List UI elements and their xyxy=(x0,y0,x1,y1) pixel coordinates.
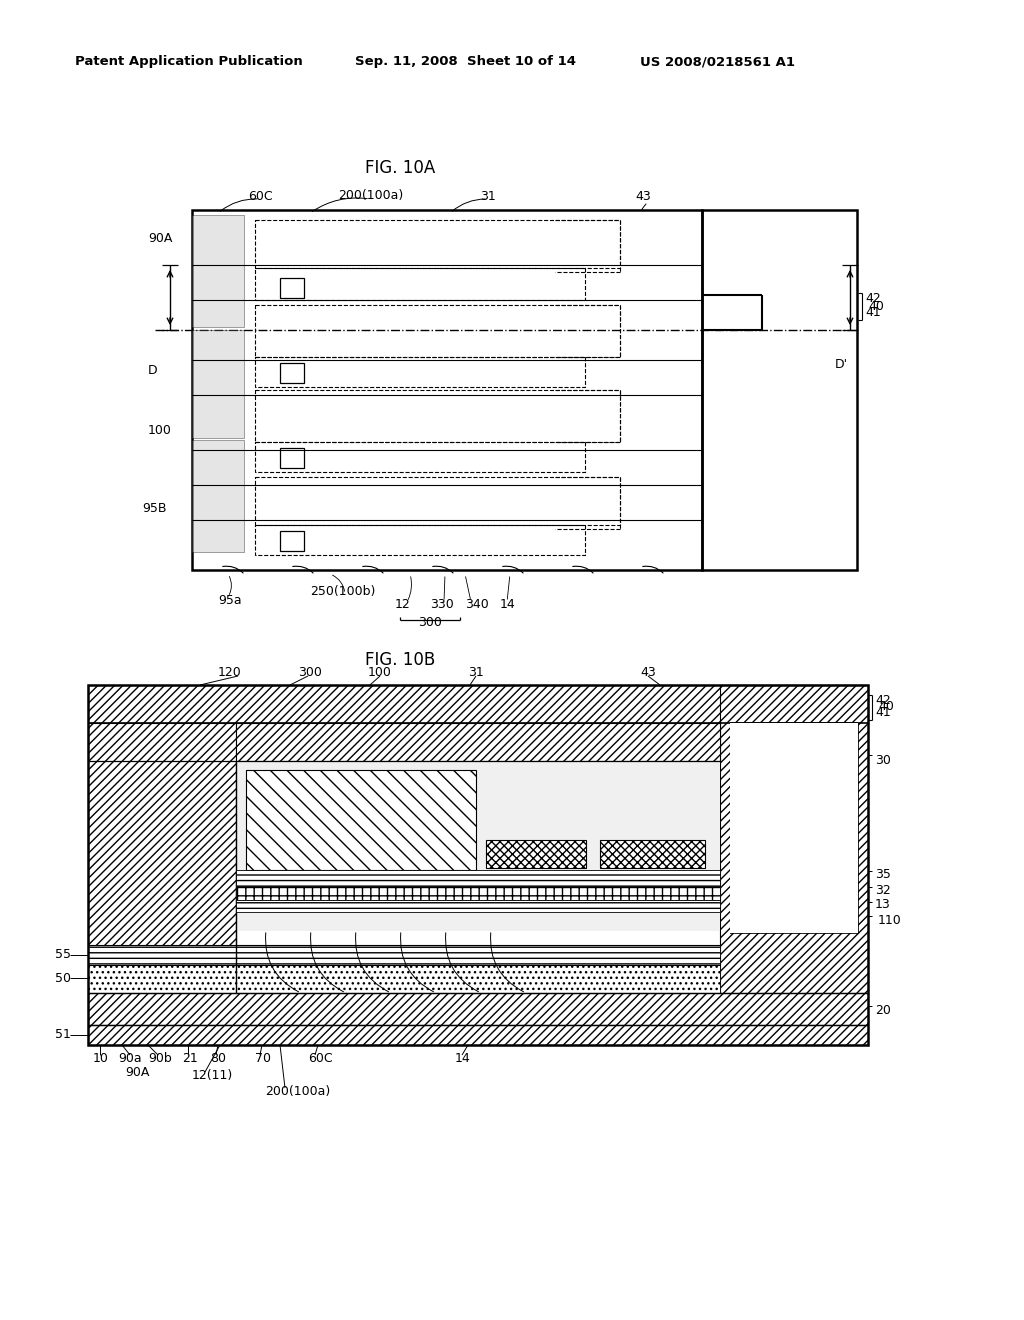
Bar xyxy=(280,531,304,550)
Text: 42: 42 xyxy=(874,693,891,706)
Text: 41: 41 xyxy=(865,306,881,319)
Text: 250(100b): 250(100b) xyxy=(310,586,376,598)
Text: 95B: 95B xyxy=(142,502,167,515)
Bar xyxy=(255,305,620,356)
Text: 90b: 90b xyxy=(148,1052,172,1064)
Text: FIG. 10B: FIG. 10B xyxy=(365,651,435,669)
Text: 60C: 60C xyxy=(248,190,272,202)
Bar xyxy=(255,477,620,525)
Text: 340: 340 xyxy=(465,598,488,611)
Text: 31: 31 xyxy=(480,190,496,202)
Text: 40: 40 xyxy=(878,701,894,714)
Text: 90A: 90A xyxy=(148,231,172,244)
Text: 10: 10 xyxy=(93,1052,109,1064)
Bar xyxy=(88,685,868,725)
Bar xyxy=(280,279,304,298)
Bar xyxy=(88,945,720,965)
Text: 13: 13 xyxy=(874,899,891,912)
Text: 300: 300 xyxy=(298,665,322,678)
Text: 14: 14 xyxy=(500,598,516,611)
Text: 43: 43 xyxy=(635,190,650,202)
Text: 31: 31 xyxy=(468,665,483,678)
Text: Sep. 11, 2008  Sheet 10 of 14: Sep. 11, 2008 Sheet 10 of 14 xyxy=(355,55,575,69)
Bar xyxy=(88,1026,868,1045)
Text: 35: 35 xyxy=(874,869,891,882)
Text: 14: 14 xyxy=(455,1052,471,1064)
Text: 41: 41 xyxy=(874,706,891,719)
Text: 95a: 95a xyxy=(218,594,242,606)
Bar xyxy=(255,220,620,268)
Text: 55: 55 xyxy=(55,949,71,961)
Text: 80: 80 xyxy=(210,1052,226,1064)
Bar xyxy=(255,389,620,442)
Text: D': D' xyxy=(835,359,848,371)
Bar xyxy=(280,363,304,383)
Text: 50: 50 xyxy=(55,972,71,985)
Text: 20: 20 xyxy=(874,1003,891,1016)
Bar xyxy=(255,356,585,387)
Bar xyxy=(236,886,720,900)
Text: 90A: 90A xyxy=(125,1067,150,1080)
Bar xyxy=(236,870,720,886)
Bar xyxy=(255,268,585,300)
Bar xyxy=(193,330,244,438)
Bar xyxy=(280,447,304,469)
Text: 300: 300 xyxy=(418,615,442,628)
Bar xyxy=(193,210,702,570)
Bar xyxy=(193,440,244,552)
Bar xyxy=(702,210,857,570)
Bar xyxy=(255,442,585,473)
Bar xyxy=(255,525,585,554)
Text: 12: 12 xyxy=(395,598,411,611)
Bar xyxy=(486,840,586,869)
Bar xyxy=(88,965,720,993)
Text: 200(100a): 200(100a) xyxy=(265,1085,331,1098)
Text: 30: 30 xyxy=(874,754,891,767)
Text: 200(100a): 200(100a) xyxy=(338,190,403,202)
Bar xyxy=(88,685,868,1045)
Text: 330: 330 xyxy=(430,598,454,611)
Bar xyxy=(193,215,244,327)
Bar xyxy=(236,762,720,931)
Text: D: D xyxy=(148,363,158,376)
Bar xyxy=(236,900,720,912)
Text: 100: 100 xyxy=(148,424,172,437)
Text: FIG. 10A: FIG. 10A xyxy=(365,158,435,177)
Text: 90a: 90a xyxy=(118,1052,141,1064)
Bar xyxy=(246,770,476,870)
Text: 43: 43 xyxy=(640,665,655,678)
Text: 110: 110 xyxy=(878,913,902,927)
Bar xyxy=(730,723,858,933)
Text: 12(11): 12(11) xyxy=(193,1068,233,1081)
Bar xyxy=(88,723,236,978)
Text: 51: 51 xyxy=(55,1028,71,1041)
Text: 32: 32 xyxy=(874,883,891,896)
Bar xyxy=(88,993,868,1026)
Text: 70: 70 xyxy=(255,1052,271,1064)
Text: 100: 100 xyxy=(368,665,392,678)
Text: 21: 21 xyxy=(182,1052,198,1064)
Text: 42: 42 xyxy=(865,292,881,305)
Text: Patent Application Publication: Patent Application Publication xyxy=(75,55,303,69)
Text: 60C: 60C xyxy=(308,1052,333,1064)
Text: 40: 40 xyxy=(868,300,884,313)
Text: US 2008/0218561 A1: US 2008/0218561 A1 xyxy=(640,55,795,69)
Text: 120: 120 xyxy=(218,665,242,678)
Bar xyxy=(236,723,720,762)
Bar xyxy=(720,685,868,995)
Bar xyxy=(600,840,705,869)
